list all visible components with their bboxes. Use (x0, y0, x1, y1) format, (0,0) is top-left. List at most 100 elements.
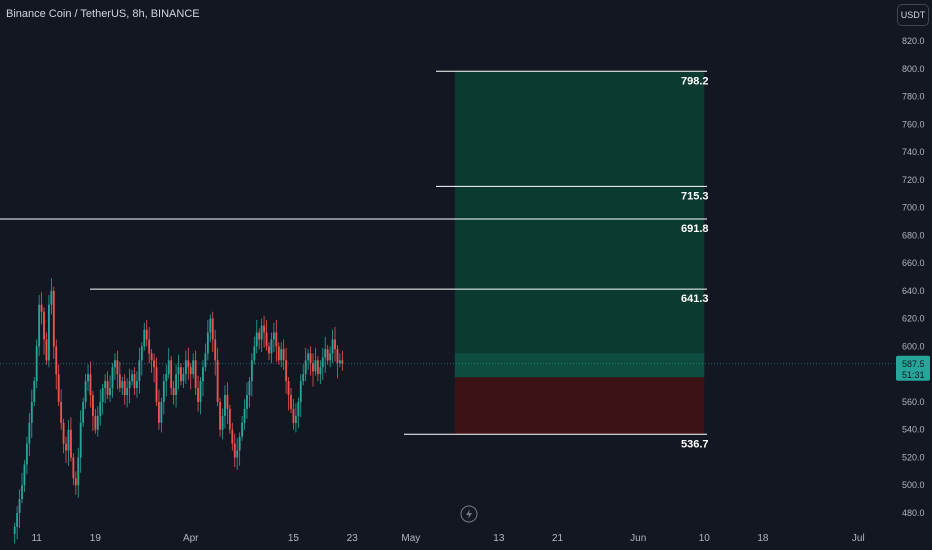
candle (219, 397, 222, 437)
price-tick-label: 700.0 (902, 203, 925, 213)
candle-body (270, 339, 273, 354)
candle (30, 389, 33, 439)
candle-body (338, 360, 341, 364)
candle-body (87, 374, 89, 382)
price-tag-value: 587.5 (902, 359, 925, 369)
price-axis[interactable]: 480.0500.0520.0540.0560.0580.0600.0620.0… (902, 36, 925, 518)
level-label: 536.7 (681, 438, 709, 450)
candle-body (290, 395, 292, 409)
price-tick-label: 520.0 (902, 452, 925, 462)
time-tick-label: Jun (630, 533, 646, 544)
candle-body (260, 325, 263, 340)
candle (116, 350, 119, 390)
candle-body (206, 332, 209, 354)
time-axis[interactable]: 11 19 Apr 15 23 May 13 21 Jun 10 18 Jul (31, 533, 864, 544)
candle (211, 311, 214, 352)
level-label: 715.3 (681, 190, 709, 202)
candle-body (204, 353, 207, 368)
candle (304, 347, 307, 382)
candle (143, 322, 146, 351)
candle-body (150, 353, 153, 361)
candle-body (226, 395, 229, 409)
candle (216, 347, 219, 407)
candle-body (197, 388, 199, 402)
candle-body (292, 408, 295, 423)
candle-body (297, 401, 300, 416)
price-tick-label: 640.0 (902, 286, 925, 296)
candle (145, 320, 148, 347)
candle-body (121, 381, 124, 389)
candle (184, 350, 187, 384)
candle (172, 381, 175, 405)
lightning-icon[interactable] (460, 505, 478, 523)
candle-body (268, 346, 270, 354)
candle (189, 363, 192, 390)
candle (209, 314, 212, 343)
candle (282, 339, 285, 371)
candle (50, 278, 53, 315)
candle (25, 436, 28, 475)
candle-body (263, 325, 266, 333)
candle (287, 376, 290, 411)
candle (255, 320, 258, 354)
candle-body (99, 401, 102, 416)
candle (285, 347, 288, 394)
candle-body (40, 304, 43, 312)
price-tick-label: 740.0 (902, 147, 925, 157)
candle-body (287, 381, 290, 395)
candle-body (160, 401, 163, 423)
candle (60, 389, 63, 430)
time-tick-label: 13 (493, 533, 505, 544)
candle-body (228, 408, 231, 430)
candle (38, 295, 41, 357)
candle-body (140, 346, 143, 361)
candle-body (82, 401, 85, 423)
candle (226, 382, 229, 425)
currency-button[interactable]: USDT (897, 4, 929, 26)
candle-body (316, 360, 319, 375)
candle-body (324, 349, 327, 358)
candle-body (236, 450, 239, 458)
candle-body (138, 360, 141, 382)
candle-body (38, 304, 41, 347)
candle-body (233, 443, 236, 458)
candle (170, 356, 173, 395)
candle (241, 415, 244, 441)
candle-body (67, 429, 70, 451)
candle-body (302, 374, 305, 382)
candle-body (170, 360, 173, 389)
candle-body (104, 381, 107, 389)
candle (62, 418, 65, 454)
candle-body (18, 499, 21, 513)
candle-body (60, 401, 63, 423)
candle (23, 460, 26, 493)
candle-body (106, 381, 109, 395)
candle-body (79, 422, 82, 458)
candle-body (231, 429, 234, 444)
time-tick-label: 11 (31, 533, 42, 544)
price-tick-label: 480.0 (902, 508, 925, 518)
time-tick-label: 18 (757, 533, 769, 544)
candle-body (62, 422, 65, 444)
candle-body (21, 485, 23, 500)
candle-body (162, 381, 165, 402)
candle-body (55, 346, 58, 375)
candle (72, 453, 75, 486)
candle (338, 353, 341, 368)
level-label: 798.2 (681, 75, 709, 87)
price-tick-label: 800.0 (902, 64, 925, 74)
candle-body (47, 304, 50, 361)
candle (331, 329, 334, 364)
candle (268, 342, 270, 361)
candle (138, 347, 141, 394)
candle (236, 438, 239, 470)
candle (275, 320, 278, 362)
candle (319, 360, 322, 384)
candle (67, 419, 70, 466)
candle (336, 345, 339, 379)
candle (180, 363, 182, 386)
symbol-title[interactable]: Binance Coin / TetherUS, 8h, BINANCE (6, 8, 200, 20)
candle-body (277, 346, 280, 361)
candle-body (219, 401, 222, 430)
